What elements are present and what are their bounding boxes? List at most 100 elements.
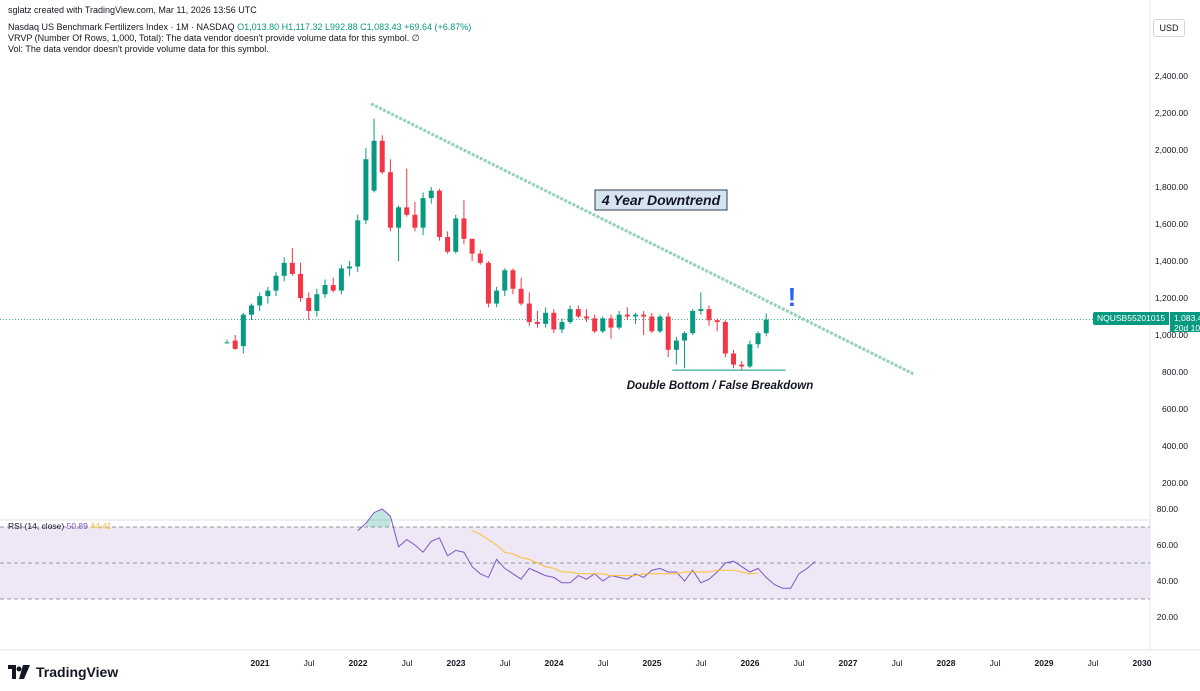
- price-tick-label: 2,000.00: [1155, 145, 1188, 155]
- rsi-line: [357, 508, 816, 589]
- candle-body: [306, 298, 312, 311]
- time-tick-label: Jul: [402, 658, 413, 668]
- candle-body: [559, 322, 565, 330]
- candle-body: [641, 314, 647, 317]
- time-tick-label: Jul: [794, 658, 805, 668]
- brand-logo[interactable]: TradingView: [8, 664, 118, 680]
- time-tick-label: Jul: [1088, 658, 1099, 668]
- time-tick-label: 2029: [1035, 658, 1054, 668]
- tradingview-logo-icon: [8, 665, 30, 679]
- candle-body: [232, 340, 238, 349]
- time-tick-label: 2028: [937, 658, 956, 668]
- candle-body: [592, 318, 598, 332]
- candle-body: [649, 316, 655, 332]
- rsi-label: RSI (14, close): [8, 521, 65, 531]
- candle-body: [739, 364, 745, 367]
- candle-body: [714, 320, 720, 323]
- candle-body: [510, 270, 516, 289]
- price-tick-label: 2,200.00: [1155, 108, 1188, 118]
- rsi-legend[interactable]: RSI (14, close) 50.89 44.41: [8, 521, 112, 531]
- rsi-value: 50.89: [66, 521, 88, 531]
- trend-label-box: [594, 189, 728, 211]
- candle-body: [445, 236, 451, 252]
- candle-body: [420, 198, 426, 228]
- candle-body: [453, 218, 459, 252]
- ohlc-high: H1,117.32: [281, 22, 323, 32]
- symbol-legend[interactable]: Nasdaq US Benchmark Fertilizers Index · …: [8, 22, 471, 32]
- last-price-tag: NQUSB55201015 1,083.43 20d 10h: [1093, 312, 1200, 333]
- candle-body: [281, 262, 287, 276]
- candle-body: [518, 288, 524, 304]
- price-tick-label: 1,800.00: [1155, 182, 1188, 192]
- rsi-overbought-fill: [365, 509, 391, 527]
- candle-body: [600, 318, 606, 332]
- candle-body: [485, 262, 491, 304]
- price-tag-symbol: NQUSB55201015: [1093, 312, 1170, 325]
- alert-exclamation-icon: !: [788, 282, 797, 312]
- price-tag-price: 1,083.43: [1174, 313, 1200, 323]
- candle-body: [363, 159, 369, 221]
- currency-button[interactable]: USD: [1153, 19, 1185, 37]
- candle-body: [551, 312, 557, 330]
- candle-body: [633, 314, 638, 317]
- rsi-tick-label: 80.00: [1157, 504, 1179, 514]
- candle-body: [330, 285, 336, 291]
- time-tick-label: Jul: [500, 658, 511, 668]
- double-bottom-label: Double Bottom / False Breakdown: [627, 380, 814, 392]
- candle-body: [224, 342, 230, 344]
- candle-body: [428, 190, 434, 199]
- candle-body: [477, 253, 483, 263]
- candle-body: [706, 309, 712, 321]
- volume-legend[interactable]: Vol: The data vendor doesn't provide vol…: [8, 44, 269, 54]
- candle-body: [249, 305, 255, 315]
- candle-body: [412, 214, 418, 228]
- trend-label-text: 4 Year Downtrend: [601, 192, 721, 208]
- candle-body: [526, 303, 532, 323]
- candle-body: [673, 340, 679, 350]
- price-tick-label: 1,000.00: [1155, 330, 1188, 340]
- candle-body: [575, 309, 581, 317]
- price-tick-label: 200.00: [1162, 478, 1188, 488]
- rsi-tick-label: 40.00: [1157, 576, 1179, 586]
- candle-body: [624, 314, 630, 317]
- time-tick-label: 2026: [741, 658, 760, 668]
- rsi-ma-line: [471, 530, 759, 577]
- candle-body: [387, 172, 393, 228]
- time-tick-label: Jul: [892, 658, 903, 668]
- candle-body: [436, 190, 442, 237]
- downtrend-line: [370, 102, 914, 376]
- price-tag-countdown: 20d 10h: [1174, 323, 1200, 333]
- candle-body: [314, 294, 320, 311]
- candle-body: [616, 314, 622, 328]
- price-tick-label: 1,600.00: [1155, 219, 1188, 229]
- candle-body: [347, 266, 353, 269]
- time-tick-label: Jul: [598, 658, 609, 668]
- candle-body: [583, 316, 589, 319]
- candle-body: [289, 262, 295, 274]
- candle-body: [396, 207, 402, 228]
- candle-body: [755, 333, 761, 345]
- candle-body: [567, 309, 573, 323]
- symbol-title: Nasdaq US Benchmark Fertilizers Index · …: [8, 22, 235, 32]
- candle-body: [543, 312, 549, 324]
- price-tick-label: 1,400.00: [1155, 256, 1188, 266]
- candle-body: [265, 290, 271, 297]
- ohlc-open: O1,013.80: [237, 22, 280, 32]
- candle-body: [657, 316, 663, 332]
- time-tick-label: 2027: [839, 658, 858, 668]
- candle-body: [747, 344, 753, 367]
- time-tick-label: Jul: [304, 658, 315, 668]
- candle-body: [371, 140, 377, 191]
- candle-body: [682, 333, 688, 341]
- candle-body: [298, 273, 304, 298]
- price-tick-label: 2,400.00: [1155, 71, 1188, 81]
- vrvp-legend[interactable]: VRVP (Number Of Rows, 1,000, Total): The…: [8, 33, 420, 43]
- ohlc-close: C1,083.43: [360, 22, 402, 32]
- rsi-tick-label: 60.00: [1157, 540, 1179, 550]
- rsi-ma-value: 44.41: [90, 521, 112, 531]
- time-tick-label: 2030: [1133, 658, 1152, 668]
- candle-body: [502, 270, 508, 291]
- candle-body: [731, 353, 737, 365]
- candle-body: [322, 285, 328, 295]
